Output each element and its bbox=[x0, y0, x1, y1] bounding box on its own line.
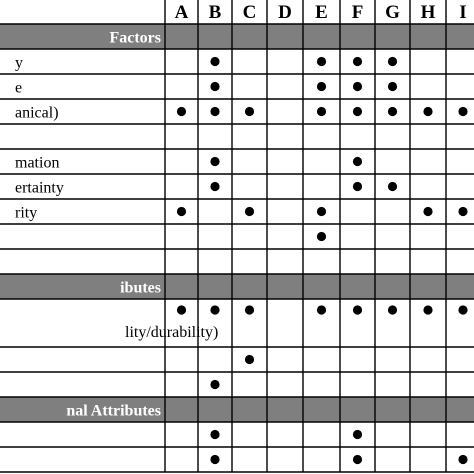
matrix-dot-g bbox=[387, 106, 398, 117]
matrix-dot-f bbox=[352, 305, 363, 315]
matrix-dot-i bbox=[458, 305, 468, 315]
matrix-dot-a bbox=[176, 206, 187, 217]
column-header-a: A bbox=[175, 2, 189, 23]
section-header-bar bbox=[0, 397, 474, 422]
column-header-f: F bbox=[352, 2, 364, 23]
section-header-bar bbox=[0, 274, 474, 299]
column-header-h: H bbox=[421, 2, 436, 23]
matrix-dot-b bbox=[210, 305, 220, 315]
matrix-dot-i bbox=[458, 454, 468, 465]
row-label: e bbox=[15, 80, 22, 97]
matrix-dot-g bbox=[387, 56, 398, 67]
row-label: anical) bbox=[15, 105, 59, 122]
matrix-dot-b bbox=[210, 81, 220, 92]
matrix-dot-e bbox=[316, 106, 327, 117]
section-header-bar bbox=[0, 24, 474, 49]
matrix-dot-b bbox=[210, 181, 220, 192]
column-header-b: B bbox=[209, 2, 222, 23]
column-header-d: D bbox=[278, 2, 292, 23]
matrix-dot-c bbox=[244, 354, 255, 365]
matrix-dot-f bbox=[352, 56, 363, 67]
row-label: mation bbox=[15, 155, 59, 172]
section-title: Factors bbox=[109, 30, 161, 47]
matrix-dot-f bbox=[352, 156, 363, 167]
row-label: rity bbox=[15, 205, 37, 222]
matrix-dot-b bbox=[210, 454, 220, 465]
row-label: ertainty bbox=[15, 180, 64, 197]
column-header-e: E bbox=[315, 2, 328, 23]
matrix-dot-f bbox=[352, 429, 363, 440]
matrix-dot-b bbox=[210, 156, 220, 167]
matrix-dot-g bbox=[387, 181, 398, 192]
matrix-dot-f bbox=[352, 81, 363, 92]
row-label: lity/durability) bbox=[125, 324, 218, 341]
matrix-dot-h bbox=[423, 206, 433, 217]
matrix-dot-e bbox=[316, 56, 327, 67]
section-title: ibutes bbox=[120, 280, 161, 297]
matrix-dot-a bbox=[176, 305, 187, 315]
matrix-dot-h bbox=[423, 305, 433, 315]
matrix-dot-b bbox=[210, 106, 220, 117]
matrix-dot-e bbox=[316, 81, 327, 92]
matrix-dot-f bbox=[352, 181, 363, 192]
section-title: nal Attributes bbox=[66, 403, 161, 420]
matrix-dot-i bbox=[458, 206, 468, 217]
column-header-c: C bbox=[243, 2, 257, 23]
matrix-dot-i bbox=[458, 106, 468, 117]
matrix-dot-c bbox=[244, 206, 255, 217]
matrix-dot-g bbox=[387, 81, 398, 92]
matrix-dot-f bbox=[352, 106, 363, 117]
matrix-dot-g bbox=[387, 305, 398, 315]
matrix-dot-b bbox=[210, 429, 220, 440]
row-label: y bbox=[15, 55, 23, 72]
column-header-i: I bbox=[459, 2, 466, 23]
matrix-dot-e bbox=[316, 231, 327, 242]
column-header-g: G bbox=[385, 2, 400, 23]
matrix-dot-f bbox=[352, 454, 363, 465]
matrix-dot-e bbox=[316, 305, 327, 315]
matrix-dot-b bbox=[210, 379, 220, 390]
matrix-dot-h bbox=[423, 106, 433, 117]
matrix-dot-c bbox=[244, 106, 255, 117]
matrix-dot-b bbox=[210, 56, 220, 67]
matrix-dot-a bbox=[176, 106, 187, 117]
matrix-dot-c bbox=[244, 305, 255, 315]
matrix-dot-e bbox=[316, 206, 327, 217]
